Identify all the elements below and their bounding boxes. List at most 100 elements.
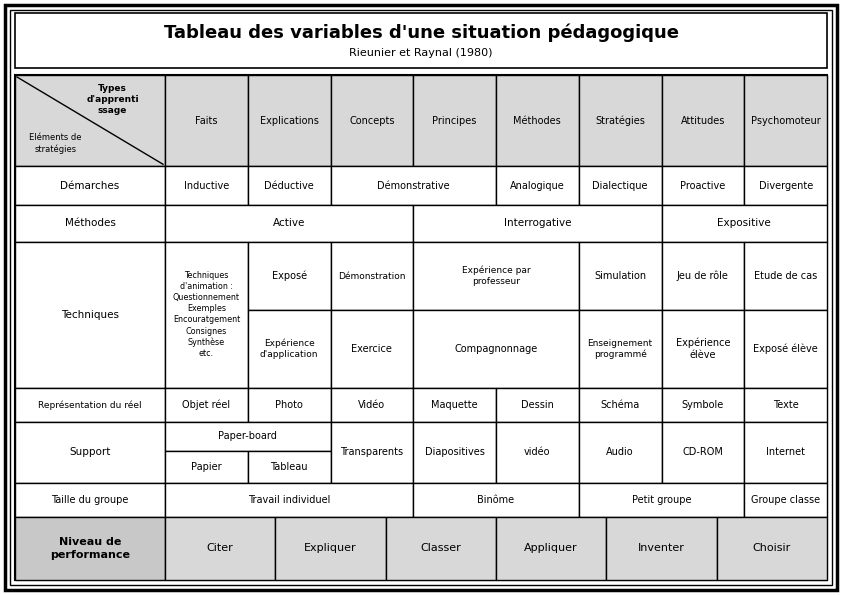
Text: Audio: Audio — [606, 447, 634, 457]
Bar — [15, 483, 165, 516]
Text: Techniques
d'animation :
Questionnement
Exemples
Encouratgement
Consignes
Synthè: Techniques d'animation : Questionnement … — [173, 271, 240, 358]
Bar — [662, 205, 827, 242]
Text: Jeu de rôle: Jeu de rôle — [677, 271, 729, 281]
Bar — [606, 516, 717, 580]
Text: Rieunier et Raynal (1980): Rieunier et Raynal (1980) — [349, 48, 493, 58]
Text: Techniques: Techniques — [61, 310, 119, 320]
Bar — [15, 388, 165, 422]
Bar — [662, 422, 744, 483]
Bar — [165, 451, 248, 483]
Bar — [717, 516, 827, 580]
Bar — [744, 75, 827, 166]
Text: Dessin: Dessin — [521, 400, 554, 410]
Bar — [578, 422, 662, 483]
Text: Etude de cas: Etude de cas — [754, 271, 818, 281]
Text: CD-ROM: CD-ROM — [682, 447, 723, 457]
Text: Schéma: Schéma — [600, 400, 640, 410]
Bar — [496, 75, 578, 166]
Bar — [165, 483, 413, 516]
Text: Expérience
d'application: Expérience d'application — [260, 339, 318, 359]
Text: Niveau de
performance: Niveau de performance — [50, 537, 130, 559]
Bar — [15, 75, 827, 580]
Text: Exercice: Exercice — [351, 344, 392, 354]
Text: Exposé: Exposé — [272, 271, 306, 281]
Bar — [413, 242, 578, 311]
Bar — [578, 311, 662, 388]
Text: Analogique: Analogique — [510, 181, 565, 191]
Bar — [662, 166, 744, 205]
Text: Eléments de
stratégies: Eléments de stratégies — [29, 133, 82, 154]
Text: Papier: Papier — [191, 462, 221, 472]
Text: Objet réel: Objet réel — [183, 399, 231, 410]
Text: Inductive: Inductive — [184, 181, 229, 191]
Text: Simulation: Simulation — [594, 271, 646, 281]
Text: Texte: Texte — [773, 400, 798, 410]
Text: Démarches: Démarches — [61, 181, 120, 191]
Bar — [496, 516, 606, 580]
Text: Divergente: Divergente — [759, 181, 813, 191]
Bar — [248, 311, 331, 388]
Text: Explications: Explications — [259, 115, 318, 126]
Bar — [744, 242, 827, 311]
Bar — [331, 75, 413, 166]
Text: Méthodes: Méthodes — [65, 218, 115, 228]
Bar — [413, 483, 578, 516]
Bar — [744, 422, 827, 483]
Bar — [331, 311, 413, 388]
Bar — [331, 166, 496, 205]
Bar — [744, 388, 827, 422]
Text: Principes: Principes — [433, 115, 477, 126]
Text: Interrogative: Interrogative — [504, 218, 571, 228]
Text: Expliquer: Expliquer — [304, 543, 357, 553]
Text: Diapositives: Diapositives — [424, 447, 484, 457]
Bar — [165, 422, 331, 451]
Text: Maquette: Maquette — [431, 400, 478, 410]
Bar — [413, 75, 496, 166]
Text: Psychomoteur: Psychomoteur — [751, 115, 820, 126]
Bar — [15, 242, 165, 388]
Text: Démonstrative: Démonstrative — [377, 181, 450, 191]
Bar — [165, 388, 248, 422]
Bar — [744, 483, 827, 516]
Text: Active: Active — [273, 218, 306, 228]
Bar — [165, 205, 413, 242]
Text: Démonstration: Démonstration — [338, 271, 406, 280]
Bar — [15, 422, 165, 483]
Bar — [662, 311, 744, 388]
Bar — [248, 242, 331, 311]
Text: Classer: Classer — [420, 543, 461, 553]
Bar — [15, 205, 165, 242]
Bar — [578, 483, 744, 516]
Bar — [15, 166, 165, 205]
Bar — [496, 166, 578, 205]
Text: Vidéo: Vidéo — [359, 400, 386, 410]
Text: Déductive: Déductive — [264, 181, 314, 191]
Bar — [165, 242, 248, 388]
Text: Paper-board: Paper-board — [218, 431, 277, 441]
Text: Internet: Internet — [766, 447, 805, 457]
Bar — [15, 13, 827, 68]
Text: Méthodes: Méthodes — [514, 115, 562, 126]
Text: Faits: Faits — [195, 115, 217, 126]
Text: Types
d'apprenti
ssage: Types d'apprenti ssage — [86, 84, 139, 115]
Bar — [331, 242, 413, 311]
Bar — [496, 388, 578, 422]
Bar — [413, 311, 578, 388]
Bar — [413, 388, 496, 422]
Text: Attitudes: Attitudes — [680, 115, 725, 126]
Text: Inventer: Inventer — [638, 543, 685, 553]
Text: Taille du groupe: Taille du groupe — [51, 494, 129, 505]
Bar — [578, 166, 662, 205]
Text: Compagnonnage: Compagnonnage — [455, 344, 538, 354]
Text: Transparents: Transparents — [340, 447, 403, 457]
Text: Enseignement
programmé: Enseignement programmé — [588, 339, 653, 359]
Text: Travail individuel: Travail individuel — [248, 494, 330, 505]
Bar — [413, 422, 496, 483]
Bar — [248, 166, 331, 205]
Text: Choisir: Choisir — [753, 543, 791, 553]
Text: Représentation du réel: Représentation du réel — [38, 400, 141, 409]
Bar — [248, 388, 331, 422]
Bar — [165, 516, 275, 580]
Bar — [662, 75, 744, 166]
Bar — [331, 422, 413, 483]
